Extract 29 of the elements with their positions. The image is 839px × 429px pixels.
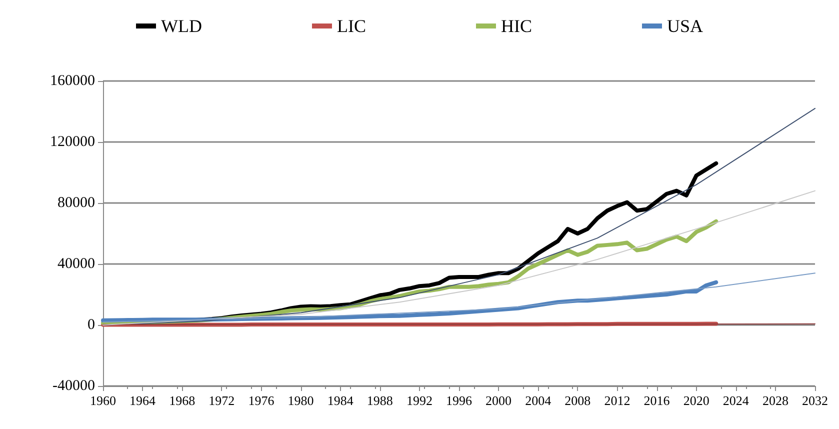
y-tick-label: -40000 [52, 378, 95, 394]
x-tick-label: 2004 [525, 393, 552, 408]
x-tick-label: 1980 [288, 393, 314, 408]
legend-label: WLD [161, 16, 202, 36]
x-tick-label: 2008 [564, 393, 591, 408]
x-tick-label: 1964 [130, 393, 156, 408]
x-tick-label: 1992 [406, 393, 432, 408]
x-tick-label: 1968 [169, 393, 196, 408]
x-tick-label: 1976 [248, 393, 275, 408]
y-tick-label: 80000 [58, 195, 95, 211]
y-tick-label: 160000 [50, 73, 95, 89]
x-tick-label: 1988 [366, 393, 393, 408]
legend-label: USA [666, 16, 703, 36]
y-tick-label: 40000 [58, 256, 95, 272]
x-tick-label: 2024 [722, 393, 750, 408]
x-tick-label: 2012 [604, 393, 630, 408]
legend-label: LIC [336, 16, 366, 36]
x-tick-label: 2028 [762, 393, 788, 408]
y-tick-label: 120000 [50, 134, 95, 150]
legend-label: HIC [500, 16, 532, 36]
y-tick-label: 0 [88, 317, 95, 333]
x-tick-label: 1972 [208, 393, 235, 408]
x-tick-label: 2000 [486, 393, 512, 408]
x-tick-label: 2032 [802, 393, 828, 408]
x-tick-label: 1960 [90, 393, 116, 408]
x-tick-label: 2020 [683, 393, 710, 408]
x-tick-label: 1984 [327, 393, 354, 408]
x-tick-label: 1996 [446, 393, 472, 408]
x-tick-label: 2016 [644, 393, 670, 408]
